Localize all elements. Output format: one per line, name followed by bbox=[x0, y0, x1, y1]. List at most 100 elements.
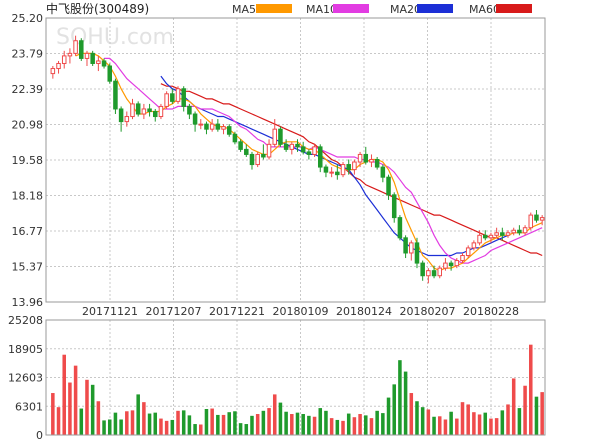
candle bbox=[198, 119, 204, 130]
volume-bar bbox=[107, 419, 112, 435]
candle-body bbox=[363, 153, 369, 163]
volume-bar bbox=[364, 415, 368, 435]
volume-bar bbox=[455, 418, 459, 435]
candle-body bbox=[329, 171, 334, 174]
volume-bar bbox=[73, 365, 78, 435]
candle-body bbox=[226, 126, 232, 135]
candle bbox=[118, 106, 124, 132]
candle-body bbox=[426, 270, 431, 277]
volume-y-tick-label: 25208 bbox=[8, 314, 43, 327]
candle bbox=[170, 88, 175, 104]
candle-body bbox=[232, 133, 238, 143]
volume-bar bbox=[375, 410, 379, 435]
candle bbox=[226, 124, 232, 137]
price-x-tick-label: 20180109 bbox=[273, 305, 329, 318]
ma60-line bbox=[160, 83, 543, 257]
volume-bar bbox=[369, 418, 374, 435]
candle bbox=[147, 103, 152, 117]
candle-body bbox=[278, 128, 283, 145]
volume-bar bbox=[278, 402, 283, 435]
candle bbox=[295, 139, 300, 152]
candle bbox=[96, 55, 101, 72]
volume-bar bbox=[238, 423, 243, 435]
volume-bar bbox=[244, 424, 249, 435]
volume-bar bbox=[96, 401, 101, 435]
volume-bar bbox=[181, 410, 186, 435]
candle bbox=[426, 268, 431, 284]
candle-body bbox=[198, 123, 204, 126]
candle-body bbox=[340, 164, 346, 176]
candle bbox=[232, 131, 238, 145]
candle bbox=[340, 162, 346, 178]
volume-bar bbox=[437, 416, 442, 435]
candle bbox=[380, 164, 386, 183]
candle-body bbox=[448, 262, 454, 267]
candle-body bbox=[414, 242, 420, 264]
candle bbox=[397, 215, 403, 241]
volume-bar bbox=[477, 414, 482, 435]
candle bbox=[494, 227, 499, 238]
candle-body bbox=[209, 123, 215, 130]
candle bbox=[374, 156, 380, 170]
volume-bar bbox=[352, 417, 357, 435]
candle bbox=[204, 121, 209, 135]
candle bbox=[357, 151, 363, 168]
candle-body bbox=[539, 217, 545, 221]
candle bbox=[101, 58, 107, 69]
price-y-tick-label: 23.79 bbox=[12, 48, 44, 61]
candle bbox=[283, 139, 289, 152]
volume-bar bbox=[398, 360, 402, 435]
candle bbox=[323, 164, 329, 178]
ma20-line bbox=[160, 75, 509, 257]
candle bbox=[477, 230, 482, 246]
volume-bar bbox=[255, 414, 260, 435]
candle-body bbox=[477, 234, 482, 244]
candle bbox=[289, 141, 295, 155]
candle-body bbox=[522, 227, 528, 234]
volume-bar bbox=[79, 408, 84, 435]
candle bbox=[505, 230, 511, 238]
volume-bar bbox=[102, 420, 106, 435]
volume-bar bbox=[204, 408, 209, 435]
candle-body bbox=[101, 60, 107, 67]
volume-bar bbox=[346, 413, 351, 435]
candlestick-series bbox=[50, 35, 545, 284]
candle bbox=[300, 141, 306, 155]
candle bbox=[306, 149, 312, 160]
candle bbox=[90, 50, 95, 67]
legend-label-ma20: MA20 bbox=[390, 3, 421, 16]
candle bbox=[278, 126, 283, 147]
candle-body bbox=[465, 247, 471, 257]
candle-body bbox=[135, 103, 141, 115]
candle bbox=[135, 101, 141, 117]
candle bbox=[465, 245, 471, 259]
candle-body bbox=[346, 164, 351, 171]
volume-bar bbox=[90, 384, 95, 435]
volume-bar bbox=[51, 393, 55, 435]
candle bbox=[517, 225, 522, 236]
price-x-axis: 20171121 20171207 20171221 20180109 20180124… bbox=[82, 305, 519, 318]
volume-bar bbox=[176, 410, 180, 435]
legend-label-ma60: MA60 bbox=[469, 3, 500, 16]
candle bbox=[209, 119, 215, 132]
volume-bar bbox=[432, 416, 436, 435]
candle bbox=[414, 237, 420, 269]
legend-label-ma10: MA10 bbox=[306, 3, 337, 16]
candle-body bbox=[300, 146, 306, 153]
volume-bar bbox=[125, 411, 129, 435]
volume-y-axis: 25208 18905 12603 6301 0 bbox=[8, 314, 43, 440]
volume-bar bbox=[113, 412, 118, 435]
candle-body bbox=[56, 62, 61, 70]
candle-body bbox=[323, 166, 329, 173]
candle-body bbox=[79, 40, 84, 59]
volume-bar bbox=[460, 402, 465, 435]
candle-body bbox=[147, 108, 152, 112]
volume-bar bbox=[489, 418, 493, 435]
price-y-tick-label: 19.58 bbox=[12, 154, 44, 167]
volume-bar bbox=[210, 408, 214, 435]
candle-body bbox=[443, 262, 448, 269]
candle bbox=[215, 119, 221, 132]
candle bbox=[454, 258, 460, 269]
candle-body bbox=[204, 123, 209, 130]
candle bbox=[175, 86, 181, 104]
